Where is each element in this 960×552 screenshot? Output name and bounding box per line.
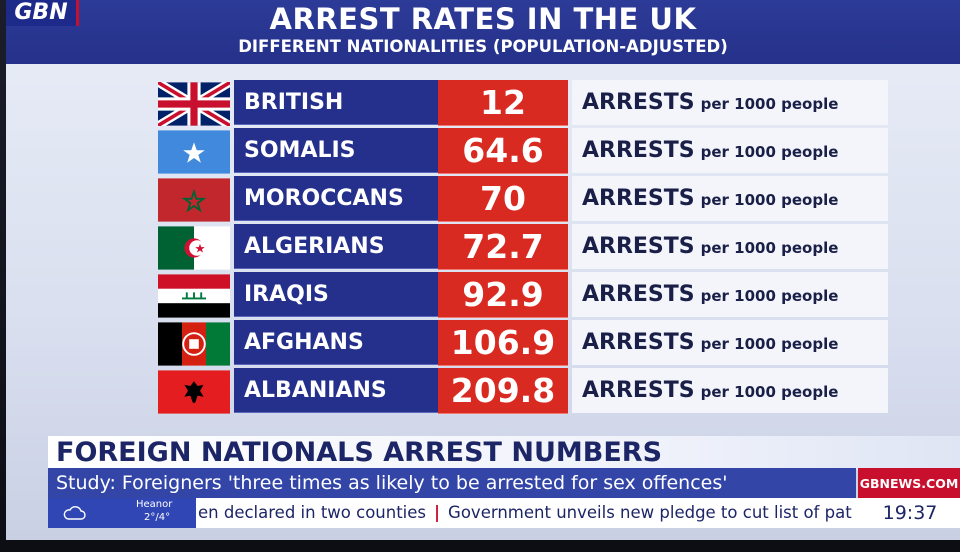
somalia-flag-icon	[158, 130, 230, 174]
uk-flag-icon	[158, 82, 230, 126]
unit-label: ARRESTS per 1000 people	[572, 368, 888, 413]
subheadline: DIFFERENT NATIONALITIES (POPULATION-ADJU…	[238, 37, 728, 56]
brand-badge: GBNEWS.COM	[858, 468, 960, 498]
table-row: SOMALIS 64.6 ARRESTS per 1000 people	[154, 128, 894, 174]
headline: ARREST RATES IN THE UK	[269, 2, 697, 36]
iraq-flag-icon	[158, 274, 230, 318]
unit-label: ARRESTS per 1000 people	[572, 224, 888, 269]
weather-temperature: 2°/4°	[144, 512, 171, 523]
nationality-label: AFGHANS	[234, 320, 438, 365]
title-band: GBN ARREST RATES IN THE UK DIFFERENT NAT…	[6, 0, 960, 64]
unit-main: ARRESTS	[582, 186, 695, 211]
strapline-bar: Study: Foreigners 'three times as likely…	[48, 468, 856, 498]
unit-main: ARRESTS	[582, 90, 695, 115]
channel-logo: GBN	[6, 0, 79, 26]
ticker-separator: |	[434, 503, 441, 522]
lower-third-title-bar: FOREIGN NATIONALS ARREST NUMBERS	[48, 436, 960, 470]
nationality-label: MOROCCANS	[234, 176, 438, 221]
unit-sub: per 1000 people	[700, 191, 839, 209]
table-row: BRITISH 12 ARRESTS per 1000 people	[154, 80, 894, 126]
arrest-rate-value: 12	[438, 80, 568, 126]
arrest-rate-value: 70	[438, 176, 568, 222]
table-row: ALBANIANS 209.8 ARRESTS per 1000 people	[154, 368, 894, 414]
weather-widget: Heanor 2°/4°	[48, 498, 196, 528]
unit-label: ARRESTS per 1000 people	[572, 272, 888, 317]
unit-main: ARRESTS	[582, 378, 695, 403]
unit-label: ARRESTS per 1000 people	[572, 176, 888, 221]
afghanistan-flag-icon	[158, 322, 230, 366]
nationality-label: BRITISH	[234, 80, 438, 125]
unit-sub: per 1000 people	[700, 287, 839, 305]
lower-third-title: FOREIGN NATIONALS ARREST NUMBERS	[56, 437, 663, 468]
nationality-label: IRAQIS	[234, 272, 438, 317]
nationality-label: ALBANIANS	[234, 368, 438, 413]
broadcast-screen: GBN ARREST RATES IN THE UK DIFFERENT NAT…	[6, 0, 960, 540]
weather-location: Heanor	[136, 499, 173, 510]
arrest-rate-value: 64.6	[438, 128, 568, 174]
table-row: MOROCCANS 70 ARRESTS per 1000 people	[154, 176, 894, 222]
nationality-label: SOMALIS	[234, 128, 438, 173]
unit-main: ARRESTS	[582, 234, 695, 259]
arrest-rate-value: 209.8	[438, 368, 568, 414]
news-ticker-bar: Heanor 2°/4° en declared in two counties…	[48, 498, 960, 528]
nationality-label: ALGERIANS	[234, 224, 438, 269]
unit-label: ARRESTS per 1000 people	[572, 320, 888, 365]
unit-label: ARRESTS per 1000 people	[572, 80, 888, 125]
unit-sub: per 1000 people	[700, 143, 839, 161]
table-row: ALGERIANS 72.7 ARRESTS per 1000 people	[154, 224, 894, 270]
morocco-flag-icon	[158, 178, 230, 222]
arrest-rate-value: 106.9	[438, 320, 568, 366]
unit-sub: per 1000 people	[700, 95, 839, 113]
table-row: IRAQIS 92.9 ARRESTS per 1000 people	[154, 272, 894, 318]
unit-label: ARRESTS per 1000 people	[572, 128, 888, 173]
ticker-item: Government unveils new pledge to cut lis…	[448, 503, 852, 522]
arrest-rate-value: 92.9	[438, 272, 568, 318]
unit-sub: per 1000 people	[700, 335, 839, 353]
ticker-item: en declared in two counties	[198, 503, 427, 522]
unit-main: ARRESTS	[582, 282, 695, 307]
unit-main: ARRESTS	[582, 138, 695, 163]
arrest-rate-value: 72.7	[438, 224, 568, 270]
table-row: AFGHANS 106.9 ARRESTS per 1000 people	[154, 320, 894, 366]
strapline: Study: Foreigners 'three times as likely…	[56, 472, 728, 494]
cloud-icon	[63, 506, 86, 520]
albania-flag-icon	[158, 370, 230, 414]
algeria-flag-icon	[158, 226, 230, 270]
unit-sub: per 1000 people	[700, 239, 839, 257]
unit-sub: per 1000 people	[700, 383, 839, 401]
clock: 19:37	[860, 498, 960, 528]
unit-main: ARRESTS	[582, 330, 695, 355]
ticker-text: en declared in two counties | Government u…	[198, 498, 858, 528]
